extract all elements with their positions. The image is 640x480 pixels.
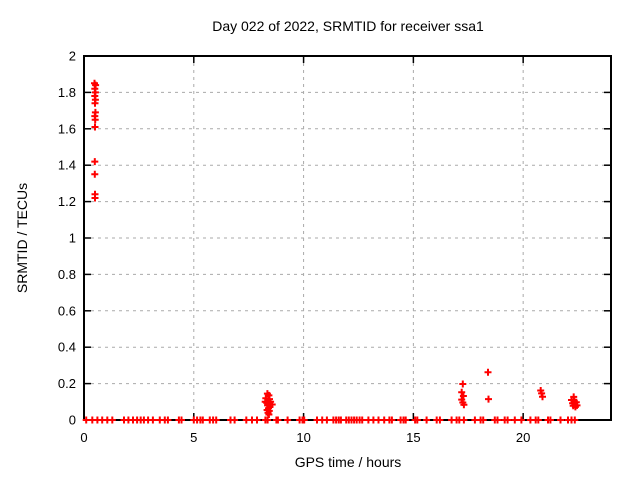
x-tick-label: 0 [80, 430, 87, 445]
y-tick-label: 0.6 [58, 303, 76, 318]
y-tick-label: 2 [69, 49, 76, 64]
x-tick-label: 20 [516, 430, 530, 445]
y-tick-label: 1.8 [58, 85, 76, 100]
y-tick-label: 0.2 [58, 376, 76, 391]
y-tick-label: 1 [69, 231, 76, 246]
y-tick-label: 0.4 [58, 340, 76, 355]
x-tick-label: 10 [296, 430, 310, 445]
x-tick-label: 5 [190, 430, 197, 445]
y-tick-label: 0 [69, 413, 76, 428]
x-tick-label: 15 [406, 430, 420, 445]
y-tick-label: 1.2 [58, 194, 76, 209]
y-tick-label: 1.4 [58, 158, 76, 173]
x-axis-label: GPS time / hours [294, 454, 402, 470]
y-tick-label: 1.6 [58, 121, 76, 136]
data-points-srmtid [82, 79, 581, 424]
chart-title: Day 022 of 2022, SRMTID for receiver ssa… [212, 18, 484, 34]
y-tick-label: 0.8 [58, 267, 76, 282]
y-axis-label: SRMTID / TECUs [14, 182, 30, 294]
